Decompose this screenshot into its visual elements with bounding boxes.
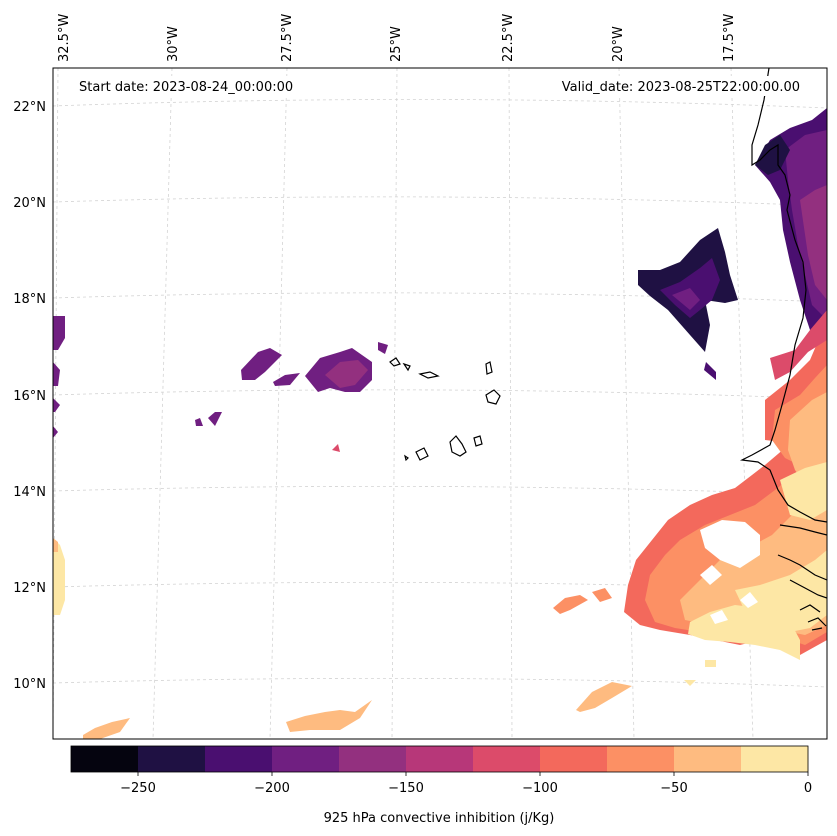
colorbar-frame [70, 745, 809, 773]
cin-region-mid7 [332, 444, 340, 452]
cin-gap2 [700, 565, 722, 585]
lat-label: 16°N [13, 389, 46, 404]
cin-region-west-yellow [53, 538, 65, 615]
cin-region-south-patch4 [286, 700, 372, 732]
map-contents [53, 68, 827, 739]
lon-label: 22.5°W [501, 14, 516, 62]
cape-verde-2 [402, 362, 411, 372]
colorbar-swatch [473, 746, 541, 772]
colorbar-ticks: −250 −200 −150 −100 −50 0 [120, 772, 812, 796]
colorbar: −250 −200 −150 −100 −50 0 925 hPa convective … [70, 745, 812, 826]
cin-region-west-edge-low1 [53, 398, 60, 412]
cin-region-south-patch3 [576, 682, 632, 712]
colorbar-swatch [741, 746, 809, 772]
colorbar-tick-label: 0 [804, 781, 812, 796]
cin-region-west-edge-top [53, 316, 65, 350]
map-frame [52, 67, 828, 740]
colorbar-swatch [674, 746, 742, 772]
cape-verde-9 [404, 454, 409, 462]
colorbar-swatch [71, 746, 139, 772]
lon-label: 27.5°W [280, 14, 295, 62]
cin-region-west-peach [53, 538, 58, 552]
african-coastline [739, 68, 827, 523]
colorbar-swatches [71, 746, 809, 772]
colorbar-tick-label: −150 [388, 781, 424, 796]
colorbar-tick-label: −200 [254, 781, 290, 796]
cin-region-south-patch5 [83, 718, 130, 739]
colorbar-tick-label: −50 [660, 781, 687, 796]
colorbar-swatch [607, 746, 675, 772]
cin-gap4 [710, 610, 728, 624]
cin-region-mid4 [378, 342, 388, 354]
cape-verde-3 [418, 371, 440, 379]
cin-gap3 [740, 592, 758, 608]
latitude-labels: 22°N 20°N 18°N 16°N 14°N 12°N 10°N [13, 100, 46, 692]
longitude-labels: 32.5°W 30°W 27.5°W 25°W 22.5°W 20°W 17.5… [57, 14, 737, 62]
cin-region-south-magenta [770, 310, 827, 380]
coast-gambia [779, 524, 827, 536]
cin-region-small-dark [704, 362, 716, 380]
cin-contours [53, 108, 827, 739]
cin-region-west-edge-low2 [53, 426, 58, 438]
colorbar-swatch [406, 746, 474, 772]
lon-label: 30°W [166, 26, 181, 62]
cin-region-north-patch-core [672, 288, 700, 310]
cape-verde-4 [485, 361, 493, 375]
colorbar-swatch [540, 746, 608, 772]
cape-verde-7 [473, 435, 483, 447]
lat-label: 20°N [13, 196, 46, 211]
lon-label: 32.5°W [57, 14, 72, 62]
cin-region-coast-north-core [800, 185, 827, 300]
cin-region-south-peach-north [788, 392, 827, 488]
colorbar-swatch [339, 746, 407, 772]
lon-label: 25°W [389, 26, 404, 62]
cin-region-mid5 [195, 418, 203, 426]
cin-gap1 [700, 520, 760, 568]
coast-guinea-bissau [777, 554, 827, 599]
cin-region-south-yellow-north [780, 462, 827, 520]
colorbar-tick-label: −250 [120, 781, 156, 796]
cape-verde-1 [389, 357, 401, 367]
colorbar-tick-label: −100 [522, 781, 558, 796]
cape-verde-8 [415, 447, 429, 461]
colorbar-swatch [138, 746, 206, 772]
coast-islands [799, 604, 827, 631]
colorbar-swatch [205, 746, 273, 772]
parallel-gridlines [53, 99, 827, 688]
valid-date-background [540, 76, 804, 96]
cin-region-mid2 [273, 373, 300, 386]
cin-region-south-small1 [705, 660, 716, 667]
coastlines [389, 68, 827, 631]
lon-label: 17.5°W [722, 14, 737, 62]
cin-region-west-edge-mid [53, 362, 60, 386]
cape-verde-5 [485, 389, 501, 405]
cin-region-mid1 [241, 348, 282, 380]
lon-label: 20°W [611, 26, 626, 62]
cin-region-south-sw2 [592, 588, 612, 602]
colorbar-swatch [272, 746, 340, 772]
valid-date-label: Valid_date: 2023-08-25T22:00:00.00 [562, 80, 800, 95]
cin-region-mid6 [208, 412, 222, 426]
lat-label: 18°N [13, 292, 46, 307]
cin-region-mid3-inner [325, 360, 368, 388]
lat-label: 22°N [13, 100, 46, 115]
colorbar-label: 925 hPa convective inhibition (j/Kg) [324, 811, 555, 826]
start-date-background [74, 76, 314, 96]
lat-label: 12°N [13, 581, 46, 596]
cin-region-south-small2 [684, 680, 696, 686]
cape-verde-6 [449, 435, 467, 457]
cin-region-coast-dark [755, 135, 790, 175]
lat-label: 14°N [13, 485, 46, 500]
start-date-label: Start date: 2023-08-24_00:00:00 [79, 80, 293, 95]
lat-label: 10°N [13, 677, 46, 692]
cin-region-south-sw1 [553, 595, 588, 614]
